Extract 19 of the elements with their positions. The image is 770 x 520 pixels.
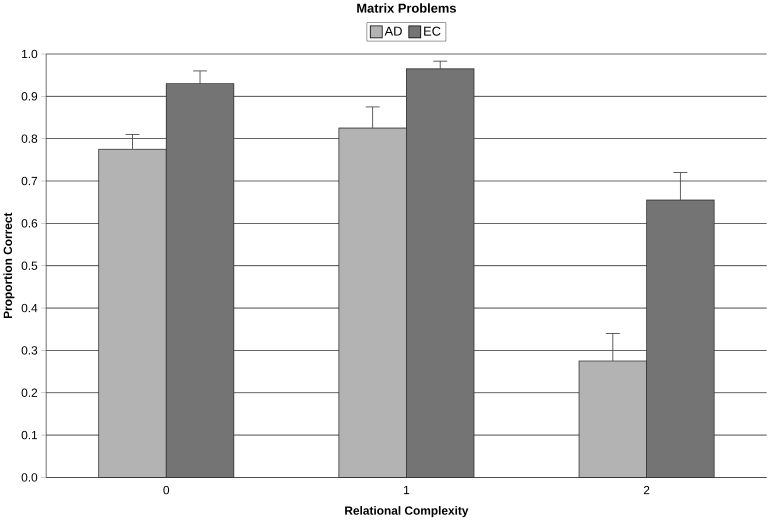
y-tick-label: 0.8 [22, 134, 38, 143]
y-tick-label: 1.0 [22, 50, 38, 58]
x-tick-label: 2 [644, 486, 650, 494]
y-tick-label: 0.9 [22, 92, 38, 100]
y-tick-label: 0.5 [22, 261, 38, 270]
y-tick-label: 0.4 [22, 304, 38, 312]
legend-label: EC [424, 26, 440, 36]
y-tick-label: 0.6 [22, 218, 38, 228]
y-tick-label: 0.1 [22, 430, 38, 440]
x-tick-label: 1 [404, 486, 410, 494]
y-axis-title: Proportion Correct [3, 212, 14, 318]
y-tick-label: 0.3 [22, 346, 38, 354]
x-axis-title: Relational Complexity [345, 506, 468, 517]
y-tick-label: 0.0 [22, 473, 38, 482]
chart-title: Matrix Problems [357, 3, 456, 13]
y-tick-label: 0.7 [22, 176, 38, 185]
x-tick-label: 0 [163, 486, 170, 494]
y-tick-label: 0.2 [22, 388, 38, 397]
legend-label: AD [384, 26, 402, 36]
